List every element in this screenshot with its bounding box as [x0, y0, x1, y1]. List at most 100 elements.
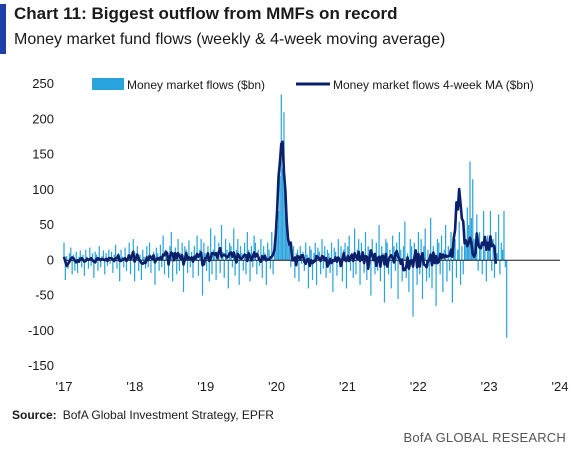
flow-bar — [279, 175, 281, 261]
x-tick-label: '21 — [339, 379, 356, 394]
flow-bar — [439, 260, 441, 275]
flow-bar — [204, 253, 206, 261]
flow-bar — [261, 260, 263, 278]
flow-bar — [506, 260, 508, 338]
flow-bar — [435, 260, 437, 307]
flow-bar — [390, 260, 392, 289]
flow-bar — [144, 260, 147, 269]
flow-bar — [106, 260, 109, 266]
flow-bar — [394, 260, 396, 271]
flow-bar — [340, 246, 342, 261]
flow-bar — [383, 260, 386, 303]
flow-bar — [499, 260, 501, 275]
flow-bar — [385, 239, 387, 261]
flow-bar — [355, 260, 357, 275]
x-tick-label: '20 — [268, 379, 285, 394]
flow-bar — [227, 260, 229, 289]
flow-bar — [155, 247, 157, 261]
flow-bar — [455, 260, 458, 278]
flow-bar — [139, 254, 141, 261]
flow-bar — [191, 251, 193, 261]
flow-bar — [421, 260, 424, 300]
flow-bar — [290, 260, 292, 268]
flow-bar — [345, 260, 348, 289]
flow-bar — [124, 247, 126, 261]
flow-bar — [91, 253, 94, 261]
flow-bar — [287, 232, 289, 261]
flow-bar — [276, 225, 278, 261]
flow-bar — [158, 260, 160, 271]
flow-bar — [242, 260, 244, 271]
flow-bar — [110, 251, 113, 261]
flow-bar — [181, 242, 183, 261]
flow-bar — [387, 260, 390, 275]
flow-bar — [397, 260, 399, 300]
research-credit: BofA GLOBAL RESEARCH — [403, 430, 566, 445]
flow-bar — [239, 246, 242, 261]
flow-bar — [500, 242, 502, 261]
flow-bar — [97, 260, 99, 271]
flow-bar — [320, 260, 322, 275]
flow-bar — [79, 250, 81, 261]
flow-bar — [306, 254, 308, 261]
flow-bar — [75, 251, 77, 261]
flow-bar — [132, 239, 134, 261]
flow-bar — [201, 260, 204, 296]
flow-bar — [154, 260, 156, 285]
flow-bar — [469, 161, 471, 261]
flow-bar — [459, 260, 462, 285]
flow-bar — [381, 246, 383, 261]
flow-bar — [425, 260, 428, 282]
flow-bar — [333, 247, 335, 261]
flow-bar — [252, 260, 254, 268]
chart-legend: Money market flows ($bn) Money market fl… — [92, 78, 534, 92]
flow-bar — [318, 251, 320, 261]
flow-bar — [182, 260, 185, 292]
flow-bar — [379, 260, 382, 282]
flow-bar — [229, 242, 231, 261]
flow-bar — [263, 246, 265, 261]
flow-bar — [284, 193, 286, 261]
flow-bar — [205, 260, 208, 271]
flow-bar — [237, 239, 239, 261]
flow-bar — [328, 253, 330, 261]
flow-bar — [378, 225, 380, 261]
flow-bar — [148, 242, 151, 261]
flow-bar — [484, 249, 486, 261]
flow-bar — [81, 260, 83, 268]
flow-bar — [408, 260, 410, 292]
flow-bar — [321, 239, 323, 261]
flow-bar — [436, 239, 439, 261]
flow-bar — [416, 260, 418, 285]
flow-bar — [404, 221, 406, 261]
flow-bar — [428, 260, 430, 278]
flow-bar — [150, 260, 152, 273]
flow-bar — [192, 260, 194, 278]
flow-bar — [461, 246, 463, 261]
legend-label-bars: Money market flows ($bn) — [127, 78, 265, 92]
flow-bar — [444, 225, 447, 261]
flow-bar — [267, 242, 269, 261]
flow-bar — [465, 239, 467, 261]
flow-bar — [310, 249, 312, 261]
flow-bar — [98, 246, 100, 261]
flow-bar — [497, 214, 500, 261]
flow-bar — [233, 228, 235, 261]
x-tick-label: '19 — [197, 379, 214, 394]
flow-bar — [188, 240, 190, 261]
flow-bar — [136, 246, 138, 261]
flow-bar — [167, 260, 170, 278]
flow-bar — [215, 260, 217, 280]
flow-bar — [495, 232, 497, 261]
flow-bar — [116, 260, 118, 269]
flow-bar — [249, 260, 251, 282]
flow-bar — [375, 242, 377, 261]
x-axis: '17 '18 '19 '20 '21 '22 '23 '24 — [56, 379, 569, 394]
flow-bar — [271, 232, 273, 261]
flow-bar — [265, 260, 267, 285]
flow-bar — [68, 253, 71, 261]
flow-bar — [196, 235, 198, 261]
flow-bar — [347, 246, 349, 261]
source-label: Source: — [12, 408, 57, 422]
flow-bar — [449, 260, 451, 271]
